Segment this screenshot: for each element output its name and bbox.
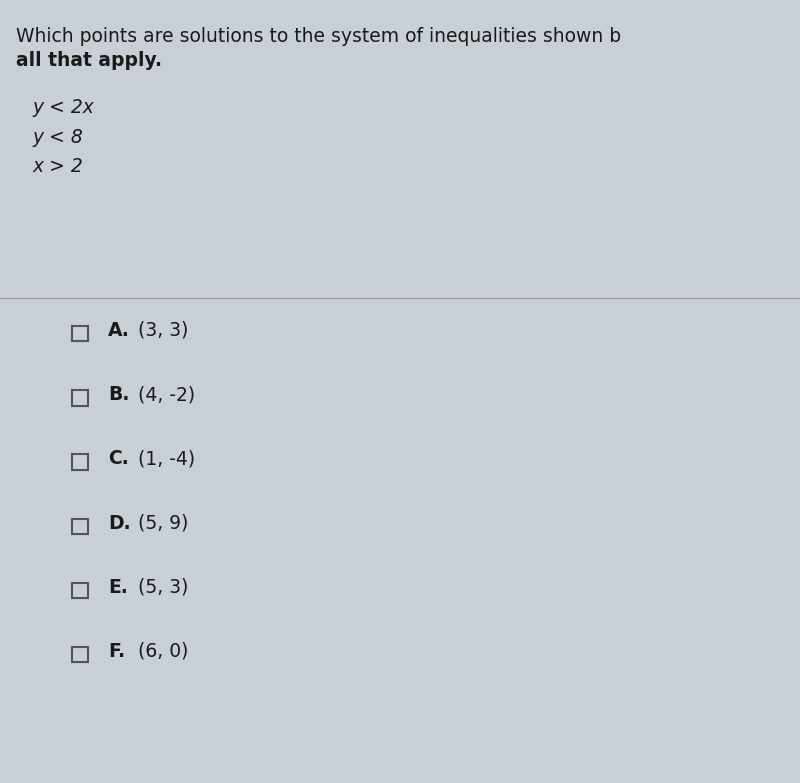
- Text: y < 8: y < 8: [32, 128, 82, 146]
- Text: y < 2x: y < 2x: [32, 98, 94, 117]
- Text: (4, -2): (4, -2): [138, 385, 194, 404]
- Text: all that apply.: all that apply.: [16, 51, 162, 70]
- Text: (3, 3): (3, 3): [138, 321, 188, 340]
- Text: (5, 3): (5, 3): [138, 578, 188, 597]
- Text: C.: C.: [108, 449, 129, 468]
- Text: D.: D.: [108, 514, 130, 532]
- Text: F.: F.: [108, 642, 125, 661]
- Text: A.: A.: [108, 321, 130, 340]
- Text: E.: E.: [108, 578, 128, 597]
- Text: (1, -4): (1, -4): [138, 449, 194, 468]
- Text: B.: B.: [108, 385, 130, 404]
- Text: (6, 0): (6, 0): [138, 642, 188, 661]
- Text: (5, 9): (5, 9): [138, 514, 188, 532]
- Text: Which points are solutions to the system of inequalities shown b: Which points are solutions to the system…: [16, 27, 621, 46]
- Text: x > 2: x > 2: [32, 157, 82, 176]
